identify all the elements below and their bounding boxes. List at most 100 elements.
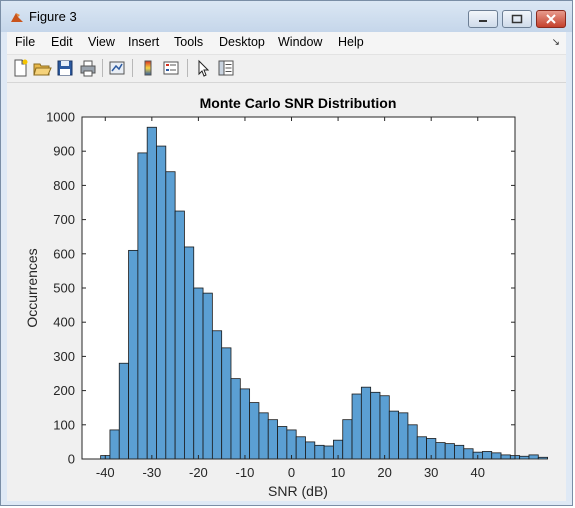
histogram-bar[interactable] <box>211 330 223 460</box>
y-axis-label: Occurrences <box>24 248 40 327</box>
histogram-bar[interactable] <box>128 249 139 460</box>
histogram-bar[interactable] <box>407 424 418 460</box>
y-tick-label: 100 <box>53 417 75 432</box>
open-file-button[interactable] <box>32 58 52 78</box>
figure-client-area: File Edit View Insert Tools Desktop Wind… <box>7 32 566 501</box>
histogram-bar[interactable] <box>398 412 409 460</box>
histogram-bar[interactable] <box>277 426 288 460</box>
minimize-button[interactable] <box>468 10 498 28</box>
histogram-bar[interactable] <box>258 412 269 460</box>
x-tick-label: 10 <box>331 465 345 480</box>
histogram-bar[interactable] <box>165 171 176 460</box>
save-button[interactable] <box>55 58 75 78</box>
x-tick-label: -20 <box>189 465 208 480</box>
y-tick-label: 200 <box>53 383 75 398</box>
edit-plot-button[interactable] <box>193 58 213 78</box>
histogram-bar[interactable] <box>267 419 278 460</box>
histogram-bar[interactable] <box>482 451 493 460</box>
close-icon <box>546 14 556 24</box>
property-inspector-button[interactable] <box>216 58 236 78</box>
link-plot-icon <box>109 61 125 75</box>
histogram-bar[interactable] <box>519 455 530 460</box>
histogram-bar[interactable] <box>109 429 120 460</box>
menu-edit[interactable]: Edit <box>51 35 73 49</box>
histogram-bar[interactable] <box>379 395 390 460</box>
open-file-icon <box>33 63 52 76</box>
figure-toolbar <box>7 55 566 83</box>
histogram-bar[interactable] <box>388 410 400 460</box>
new-figure-icon <box>14 59 28 77</box>
histogram-bar[interactable] <box>239 388 251 460</box>
histogram-bar[interactable] <box>537 456 548 460</box>
toolbar-separator <box>132 59 133 77</box>
histogram-bar[interactable] <box>146 126 157 460</box>
new-figure-button[interactable] <box>10 58 30 78</box>
histogram-bar[interactable] <box>221 347 232 460</box>
close-button[interactable] <box>536 10 566 28</box>
histogram-bar[interactable] <box>444 443 455 460</box>
histogram-bar[interactable] <box>174 210 185 460</box>
insert-legend-button[interactable] <box>161 58 181 78</box>
menu-desktop[interactable]: Desktop <box>219 35 265 49</box>
menu-help[interactable]: Help <box>338 35 364 49</box>
x-tick-label: 20 <box>377 465 391 480</box>
histogram-bar[interactable] <box>314 444 325 460</box>
histogram-bar[interactable] <box>230 378 241 460</box>
histogram-bar[interactable] <box>500 454 511 460</box>
toolbar-separator <box>102 59 103 77</box>
histogram-bar[interactable] <box>416 436 427 460</box>
y-tick-label: 500 <box>53 281 75 296</box>
histogram-bar[interactable] <box>342 419 353 460</box>
histogram-bar[interactable] <box>118 362 129 460</box>
insert-colorbar-button[interactable] <box>138 58 158 78</box>
y-tick-label: 300 <box>53 349 75 364</box>
histogram-bar[interactable] <box>463 448 474 460</box>
edit-plot-icon <box>198 59 210 77</box>
histogram-bar[interactable] <box>528 454 539 460</box>
menu-file[interactable]: File <box>15 35 36 49</box>
y-tick-label: 1000 <box>46 110 75 125</box>
print-icon <box>80 60 96 77</box>
maximize-button[interactable] <box>502 10 532 28</box>
histogram-chart[interactable]: -40 -30 -20 -10 0 10 20 30 40 0 100 200 300 400 500 60… <box>7 83 566 501</box>
histogram-bar[interactable] <box>184 246 195 460</box>
menu-window[interactable]: Window <box>278 35 323 49</box>
histogram-bar[interactable] <box>351 393 362 460</box>
histogram-bar[interactable] <box>360 386 372 460</box>
histogram-bar[interactable] <box>286 429 297 460</box>
menu-insert[interactable]: Insert <box>128 35 160 49</box>
histogram-bar[interactable] <box>156 145 167 460</box>
dock-figure-icon[interactable]: ↘ <box>551 37 560 48</box>
x-tick-label: 40 <box>471 465 485 480</box>
histogram-bar[interactable] <box>305 441 316 460</box>
figure-canvas: -40 -30 -20 -10 0 10 20 30 40 0 100 200 300 400 500 60… <box>7 83 566 501</box>
histogram-bar[interactable] <box>491 452 502 460</box>
x-tick-label: -40 <box>96 465 115 480</box>
print-button[interactable] <box>78 58 98 78</box>
y-tick-label: 400 <box>53 315 75 330</box>
x-axis-label: SNR (dB) <box>268 483 328 499</box>
menu-bar: File Edit View Insert Tools Desktop Wind… <box>7 32 566 55</box>
x-tick-label: 0 <box>288 465 295 480</box>
link-plot-button[interactable] <box>107 58 127 78</box>
insert-colorbar-icon <box>144 60 152 76</box>
histogram-bar[interactable] <box>370 391 381 460</box>
histogram-bar[interactable] <box>137 152 148 460</box>
toolbar-separator <box>187 59 188 77</box>
histogram-bar[interactable] <box>435 442 446 460</box>
y-tick-label: 0 <box>68 452 75 467</box>
insert-legend-icon <box>163 61 179 75</box>
menu-view[interactable]: View <box>88 35 115 49</box>
histogram-bar[interactable] <box>323 445 334 460</box>
title-bar[interactable]: Figure 3 <box>1 1 572 32</box>
x-tick-label: 30 <box>424 465 438 480</box>
y-tick-label: 600 <box>53 246 75 261</box>
histogram-bar[interactable] <box>202 292 213 460</box>
histogram-bar[interactable] <box>249 402 260 460</box>
histogram-bar[interactable] <box>295 436 306 460</box>
matlab-figure-icon <box>11 13 23 22</box>
menu-tools[interactable]: Tools <box>174 35 204 49</box>
histogram-bar[interactable] <box>454 444 465 460</box>
histogram-bar[interactable] <box>193 287 204 460</box>
y-tick-label: 800 <box>53 178 75 193</box>
